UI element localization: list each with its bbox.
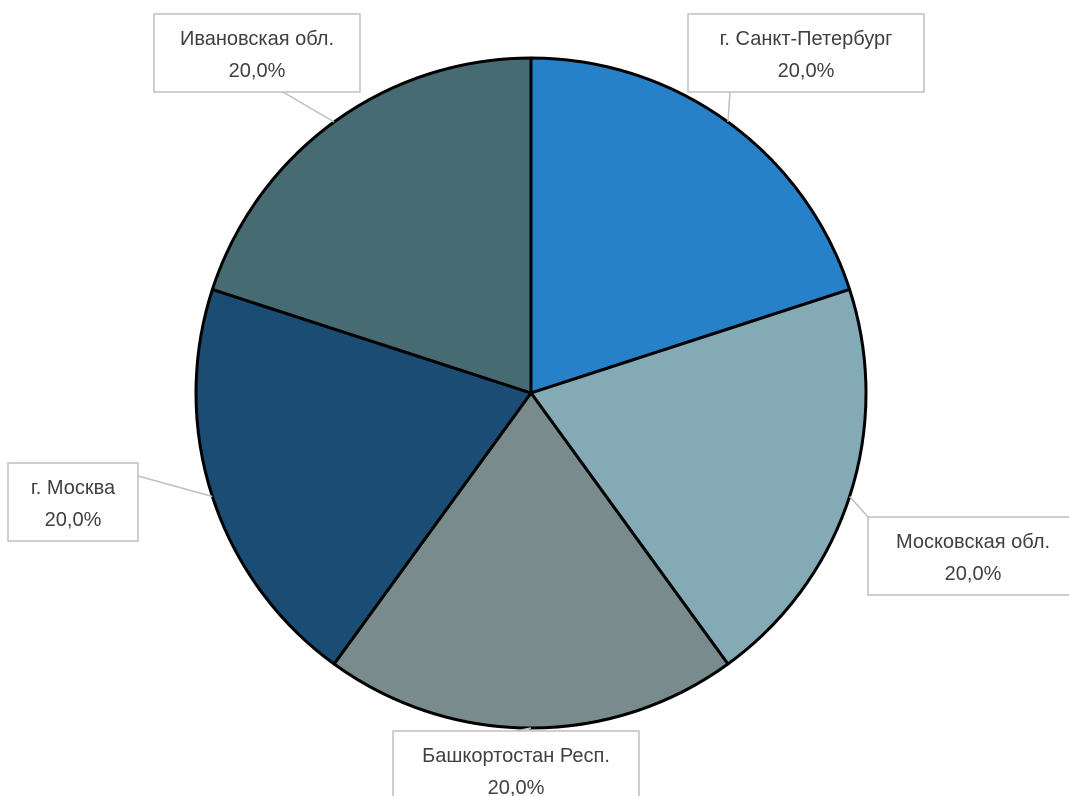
leader-lines bbox=[137, 91, 869, 732]
data-label-box bbox=[7, 462, 139, 542]
data-labels: г. Санкт-Петербург 20,0% Московская обл. 20… bbox=[7, 13, 1069, 796]
data-label-box bbox=[392, 730, 640, 796]
data-label-category: Башкортостан Респ. bbox=[422, 745, 610, 767]
data-label-category: Московская обл. bbox=[896, 531, 1050, 553]
pie-slice-moscow bbox=[194, 287, 533, 666]
leader-line-saint-petersburg bbox=[727, 91, 731, 123]
data-label-value: 20,0% bbox=[229, 60, 286, 82]
data-label-value: 20,0% bbox=[778, 60, 835, 82]
data-label-box bbox=[687, 13, 925, 93]
pie-slices bbox=[194, 56, 868, 730]
data-label-ivanovo-oblast: Ивановская обл. 20,0% bbox=[153, 13, 361, 93]
data-label-moscow-oblast: Московская обл. 20,0% bbox=[867, 516, 1069, 596]
data-label-value: 20,0% bbox=[945, 563, 1002, 585]
data-label-bashkortostan: Башкортостан Респ. 20,0% bbox=[392, 730, 640, 796]
data-label-box bbox=[153, 13, 361, 93]
data-label-category: г. Москва bbox=[31, 477, 116, 499]
leader-line-moscow bbox=[137, 475, 213, 498]
data-label-box bbox=[867, 516, 1069, 596]
data-label-category: Ивановская обл. bbox=[180, 28, 334, 50]
data-label-saint-petersburg: г. Санкт-Петербург 20,0% bbox=[687, 13, 925, 93]
data-label-value: 20,0% bbox=[45, 509, 102, 531]
data-label-category: г. Санкт-Петербург bbox=[720, 28, 893, 50]
data-label-value: 20,0% bbox=[488, 777, 545, 796]
leader-line-ivanovo-oblast bbox=[282, 91, 335, 123]
data-label-moscow: г. Москва 20,0% bbox=[7, 462, 139, 542]
leader-line-moscow-oblast bbox=[849, 495, 869, 518]
